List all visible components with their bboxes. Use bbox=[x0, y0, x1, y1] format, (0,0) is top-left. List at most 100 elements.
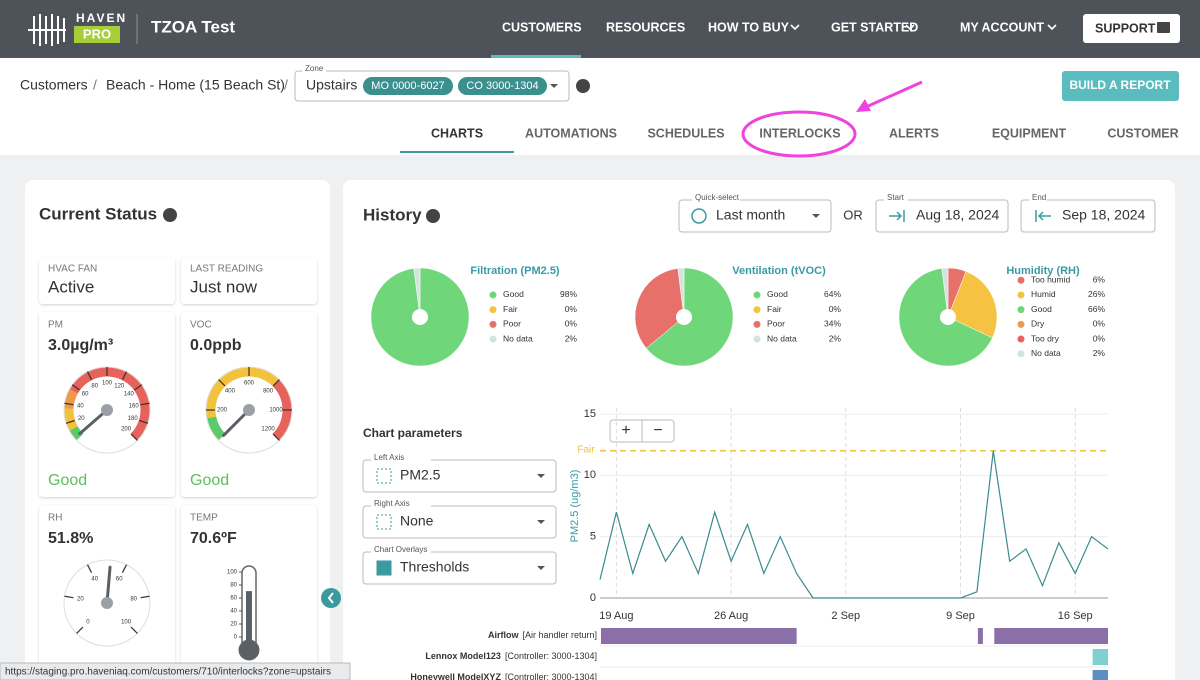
thermo-tick-label: 100 bbox=[227, 570, 238, 576]
breadcrumb[interactable]: Beach - Home (15 Beach St) bbox=[106, 77, 285, 93]
caret bbox=[550, 84, 558, 88]
end-icon bbox=[1035, 210, 1051, 222]
label-bg bbox=[371, 547, 431, 555]
legend-label: Poor bbox=[767, 319, 785, 329]
legend-label: Poor bbox=[503, 319, 521, 329]
zoom-in[interactable]: + bbox=[621, 422, 630, 439]
legend-dot bbox=[489, 335, 497, 343]
gauge-tick bbox=[134, 384, 143, 391]
label-bg bbox=[692, 194, 740, 202]
pie-title: Ventilation (tVOC) bbox=[732, 265, 826, 277]
nav-item[interactable]: RESOURCES bbox=[606, 20, 685, 34]
caret bbox=[537, 566, 545, 570]
pie-slice bbox=[413, 267, 421, 318]
build-report-button[interactable] bbox=[1062, 71, 1179, 101]
quick-select[interactable] bbox=[678, 199, 832, 233]
status-title: Current Status bbox=[39, 204, 157, 223]
gauge-tick-label: 0 bbox=[86, 620, 90, 626]
gauge-tick-label: 100 bbox=[102, 381, 113, 387]
info-icon[interactable] bbox=[426, 209, 440, 223]
gauge-tick bbox=[64, 595, 74, 599]
select-label: Right Axis bbox=[374, 499, 410, 508]
gauge-tick-label: 40 bbox=[91, 577, 98, 583]
gauge-band bbox=[69, 426, 84, 441]
zoom-out[interactable]: − bbox=[653, 422, 662, 439]
gauge-tick bbox=[218, 379, 226, 387]
tab[interactable]: CHARTS bbox=[431, 126, 483, 140]
thermo-tick-label: 60 bbox=[230, 596, 237, 602]
legend-dot bbox=[1017, 350, 1025, 358]
caret bbox=[812, 214, 820, 218]
gauge-hub bbox=[101, 404, 113, 416]
gauge-tick-label: 100 bbox=[121, 620, 132, 626]
status-bar bbox=[0, 662, 351, 680]
tab[interactable]: EQUIPMENT bbox=[992, 126, 1067, 140]
gauge-needle bbox=[222, 408, 251, 437]
y-tick-label: 0 bbox=[590, 592, 596, 604]
or: OR bbox=[843, 207, 863, 222]
tab[interactable]: ALERTS bbox=[889, 126, 939, 140]
logo-icon bbox=[28, 14, 66, 46]
card-value: 70.6ºF bbox=[190, 530, 237, 547]
info-icon[interactable] bbox=[576, 79, 590, 93]
breadcrumb[interactable]: Customers bbox=[20, 77, 88, 93]
legend-label: Good bbox=[503, 289, 524, 299]
tab[interactable]: AUTOMATIONS bbox=[525, 126, 617, 140]
nav-item[interactable]: GET STARTED bbox=[831, 20, 918, 34]
end-label: End bbox=[1032, 193, 1046, 202]
gauge-tick-label: 120 bbox=[114, 384, 125, 390]
tab[interactable]: CUSTOMER bbox=[1107, 126, 1178, 140]
app-name: TZOA Test bbox=[151, 17, 235, 36]
nav-item[interactable]: MY ACCOUNT bbox=[960, 20, 1044, 34]
chevron bbox=[790, 24, 800, 31]
legend-dot bbox=[1017, 276, 1025, 284]
collapse-icon bbox=[327, 592, 334, 604]
start-date[interactable] bbox=[875, 199, 1009, 233]
gauge-tick bbox=[86, 371, 93, 380]
equipment-detail: [Controller: 3000-1304] bbox=[505, 672, 597, 680]
timeline-segment bbox=[601, 628, 797, 644]
tab[interactable]: INTERLOCKS bbox=[759, 126, 840, 140]
select-icon bbox=[376, 514, 392, 530]
pie-slice bbox=[677, 267, 685, 318]
y-tick-label: 5 bbox=[590, 531, 596, 543]
select[interactable] bbox=[362, 459, 557, 493]
zone-chip bbox=[363, 77, 453, 95]
legend-value: 2% bbox=[1093, 348, 1106, 358]
legend-value: 2% bbox=[829, 333, 842, 343]
gauge-hub bbox=[243, 404, 255, 416]
quick-label: Quick-select bbox=[695, 193, 740, 202]
end-date[interactable] bbox=[1020, 199, 1156, 233]
legend-label: Dry bbox=[1031, 319, 1045, 329]
nav-item[interactable]: HOW TO BUY bbox=[708, 20, 790, 34]
gauge-tick bbox=[139, 419, 149, 424]
brand-sub: PRO bbox=[83, 26, 111, 41]
select[interactable] bbox=[362, 505, 557, 539]
chip-label: MO 0000-6027 bbox=[371, 80, 444, 92]
info-icon[interactable] bbox=[163, 208, 177, 222]
y-tick-label: 15 bbox=[584, 408, 596, 420]
y-axis-label: PM2.5 (ug/m3) bbox=[569, 470, 581, 543]
select-value: Thresholds bbox=[400, 559, 469, 575]
caret bbox=[537, 520, 545, 524]
nav-item[interactable]: CUSTOMERS bbox=[502, 20, 582, 34]
select-value: None bbox=[400, 513, 434, 529]
tab[interactable]: SCHEDULES bbox=[647, 126, 724, 140]
legend-value: 6% bbox=[1093, 275, 1106, 285]
pie-hole bbox=[676, 309, 692, 325]
legend-dot bbox=[1017, 306, 1025, 314]
quick-value: Last month bbox=[716, 207, 785, 223]
gauge-band bbox=[207, 416, 226, 441]
pie-title: Filtration (PM2.5) bbox=[470, 265, 560, 277]
gauge-tick bbox=[64, 402, 74, 406]
gauge-tick-label: 60 bbox=[116, 577, 123, 583]
zone-label: Zone bbox=[305, 64, 324, 73]
legend-value: 34% bbox=[824, 319, 841, 329]
x-tick-label: 26 Aug bbox=[714, 610, 748, 622]
support-button[interactable] bbox=[1083, 14, 1180, 43]
select[interactable] bbox=[362, 551, 557, 585]
legend-value: 0% bbox=[1093, 319, 1106, 329]
collapse-button[interactable] bbox=[321, 588, 341, 608]
card-value: 0.0ppb bbox=[190, 337, 242, 354]
